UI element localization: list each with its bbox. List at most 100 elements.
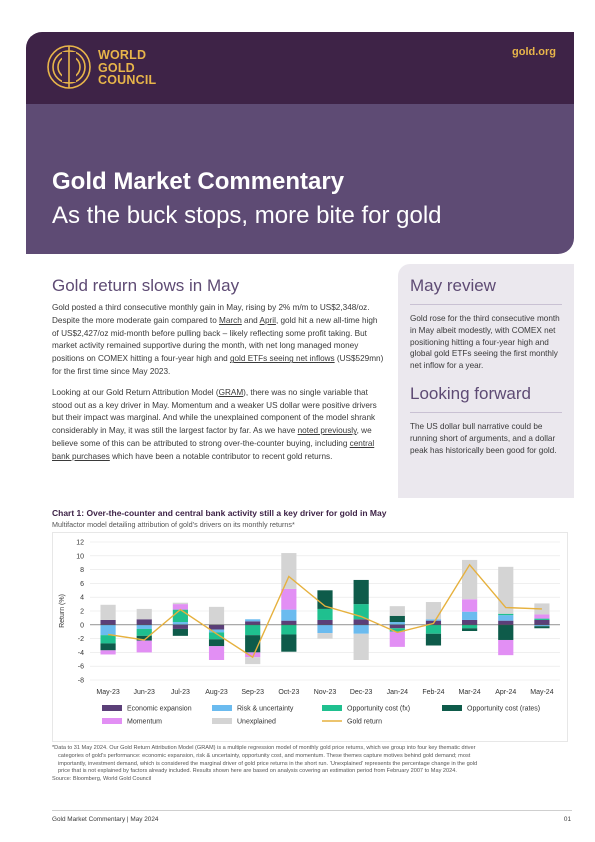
bar-segment <box>208 639 225 647</box>
text: ), there was no single variable that sto… <box>52 387 377 436</box>
legend-label: Economic expansion <box>127 706 192 713</box>
y-tick-label: -6 <box>78 664 84 671</box>
logo-text: WORLD GOLD COUNCIL <box>98 49 156 87</box>
bar-segment <box>281 609 297 621</box>
sidebar-box: May review Gold rose for the third conse… <box>398 264 574 498</box>
footnote-source: Source: Bloomberg, World Gold Council <box>52 776 152 783</box>
legend-label: Opportunity cost (fx) <box>347 706 410 713</box>
bar-segment <box>281 620 297 625</box>
bar-segment <box>136 635 152 641</box>
gram-chart: 12 10 8 6 4 2 0 -2 -4 -6 -8 Return (%) May-23 Jun-23 J… <box>52 532 568 742</box>
bar-segment <box>425 619 442 621</box>
bar-segment <box>389 631 405 647</box>
legend-label: Risk & uncertainty <box>237 706 294 713</box>
y-tick-label: 12 <box>76 540 84 547</box>
legend-label: Momentum <box>127 719 162 726</box>
y-tick-label: 6 <box>80 581 84 588</box>
page-number: 01 <box>563 816 571 823</box>
bar-segment <box>317 590 333 609</box>
legend-label: Opportunity cost (rates) <box>467 706 540 713</box>
bar-segment <box>498 615 514 621</box>
legend-swatch <box>322 705 342 711</box>
chart-title: Chart 1: Over-the-counter and central ba… <box>52 508 387 518</box>
bar-segment <box>498 613 514 616</box>
footnote-line: categories of gold’s performance: econom… <box>58 752 471 759</box>
y-tick-label: 2 <box>80 609 84 616</box>
bar-segment <box>425 624 442 634</box>
x-tick-label: Aug-23 <box>205 689 228 696</box>
text: , we believe some of this can be attribu… <box>52 426 372 448</box>
x-tick-label: Nov-23 <box>314 689 337 696</box>
bar-segment <box>534 603 550 615</box>
chart-subtitle: Multifactor model detailing attribution … <box>52 520 295 529</box>
bar-segment <box>534 619 550 625</box>
footnote-line: price that is not explained by factors a… <box>58 768 457 775</box>
review-heading: May review <box>410 276 496 295</box>
review-text: Gold rose for the third consecutive mont… <box>410 314 560 371</box>
bar-segment <box>100 643 116 651</box>
x-tick-label: Jul-23 <box>171 689 190 696</box>
y-tick-label: -4 <box>78 650 84 657</box>
text: which have been a notable contributor to… <box>109 451 333 461</box>
wgc-logo-mark-icon <box>47 45 91 89</box>
y-tick-label: 10 <box>76 553 84 560</box>
bar-segment <box>281 588 297 610</box>
wgc-logo[interactable]: WORLD GOLD COUNCIL <box>46 44 186 92</box>
bar-segment <box>208 646 225 660</box>
bar-segment <box>317 608 333 620</box>
forward-heading: Looking forward <box>410 383 531 403</box>
bar-segment <box>462 624 478 629</box>
bar-segment <box>172 622 188 625</box>
bar-segment <box>136 624 152 629</box>
section-heading: Gold return slows in May <box>52 276 240 295</box>
bar-segment <box>389 622 405 625</box>
site-link[interactable]: gold.org <box>512 46 556 58</box>
link-april[interactable]: April <box>259 315 276 325</box>
bar-segment <box>317 619 333 625</box>
text: Gold posted a third consecutive monthly … <box>52 303 370 325</box>
paragraph-2: Looking at our Gold Return Attribution M… <box>52 387 386 464</box>
bar-segment <box>317 624 333 634</box>
gold-return-line <box>107 563 542 659</box>
link-noted-previously[interactable]: noted previously <box>297 426 357 436</box>
bar-segment <box>498 639 514 656</box>
divider <box>410 304 562 305</box>
bar-segment <box>498 624 514 640</box>
bar-segment <box>172 602 188 605</box>
x-tick-label: Jan-24 <box>387 689 409 696</box>
footnote: *Data to 31 May 2024. Our Gold Return At… <box>52 745 572 784</box>
bar-segment <box>353 619 369 625</box>
text: , gold hit a new all-time high of US$2,4… <box>52 315 378 364</box>
footnote-line: *Data to 31 May 2024. Our Gold Return At… <box>52 745 476 751</box>
forward-text: The US dollar bull narrative could be ru… <box>410 421 557 455</box>
link-march[interactable]: March <box>219 315 242 325</box>
divider <box>410 411 562 413</box>
bar-segment <box>245 657 261 665</box>
bar-segment <box>245 619 261 622</box>
bar-segment <box>425 602 442 620</box>
footer-title: Gold Market Commentary | May 2024 <box>52 816 159 823</box>
bar-segment <box>353 633 369 660</box>
bar-segment <box>462 599 478 612</box>
bar-segment <box>136 608 152 620</box>
bar-segment <box>245 652 261 658</box>
bar-segment <box>172 628 188 636</box>
footnote-line: importantly, investment demand, which is… <box>58 760 478 767</box>
bar-segment <box>208 629 225 633</box>
logo-line: GOLD <box>98 60 135 75</box>
link-gram[interactable]: GRAM <box>218 387 244 397</box>
chart-frame <box>52 532 568 742</box>
y-tick-label: 0 <box>80 622 84 629</box>
link-etf-flows[interactable]: gold ETFs seeing net inflows <box>229 354 335 364</box>
bar-segment <box>208 606 225 625</box>
bar-segment <box>172 609 188 623</box>
x-tick-label: May-23 <box>96 689 119 696</box>
hero-banner: Gold Market Commentary As the buck stops… <box>26 104 574 254</box>
text: Looking at our Gold Return Attribution M… <box>52 387 219 397</box>
x-tick-label: Oct-23 <box>278 689 299 696</box>
link-central-bank-purchases[interactable]: central bank purchases <box>52 438 375 461</box>
page-subtitle: As the buck stops, more bite for gold <box>52 202 442 229</box>
bar-segment <box>100 635 116 644</box>
bar-segment <box>534 624 550 627</box>
legend-swatch <box>442 705 462 711</box>
